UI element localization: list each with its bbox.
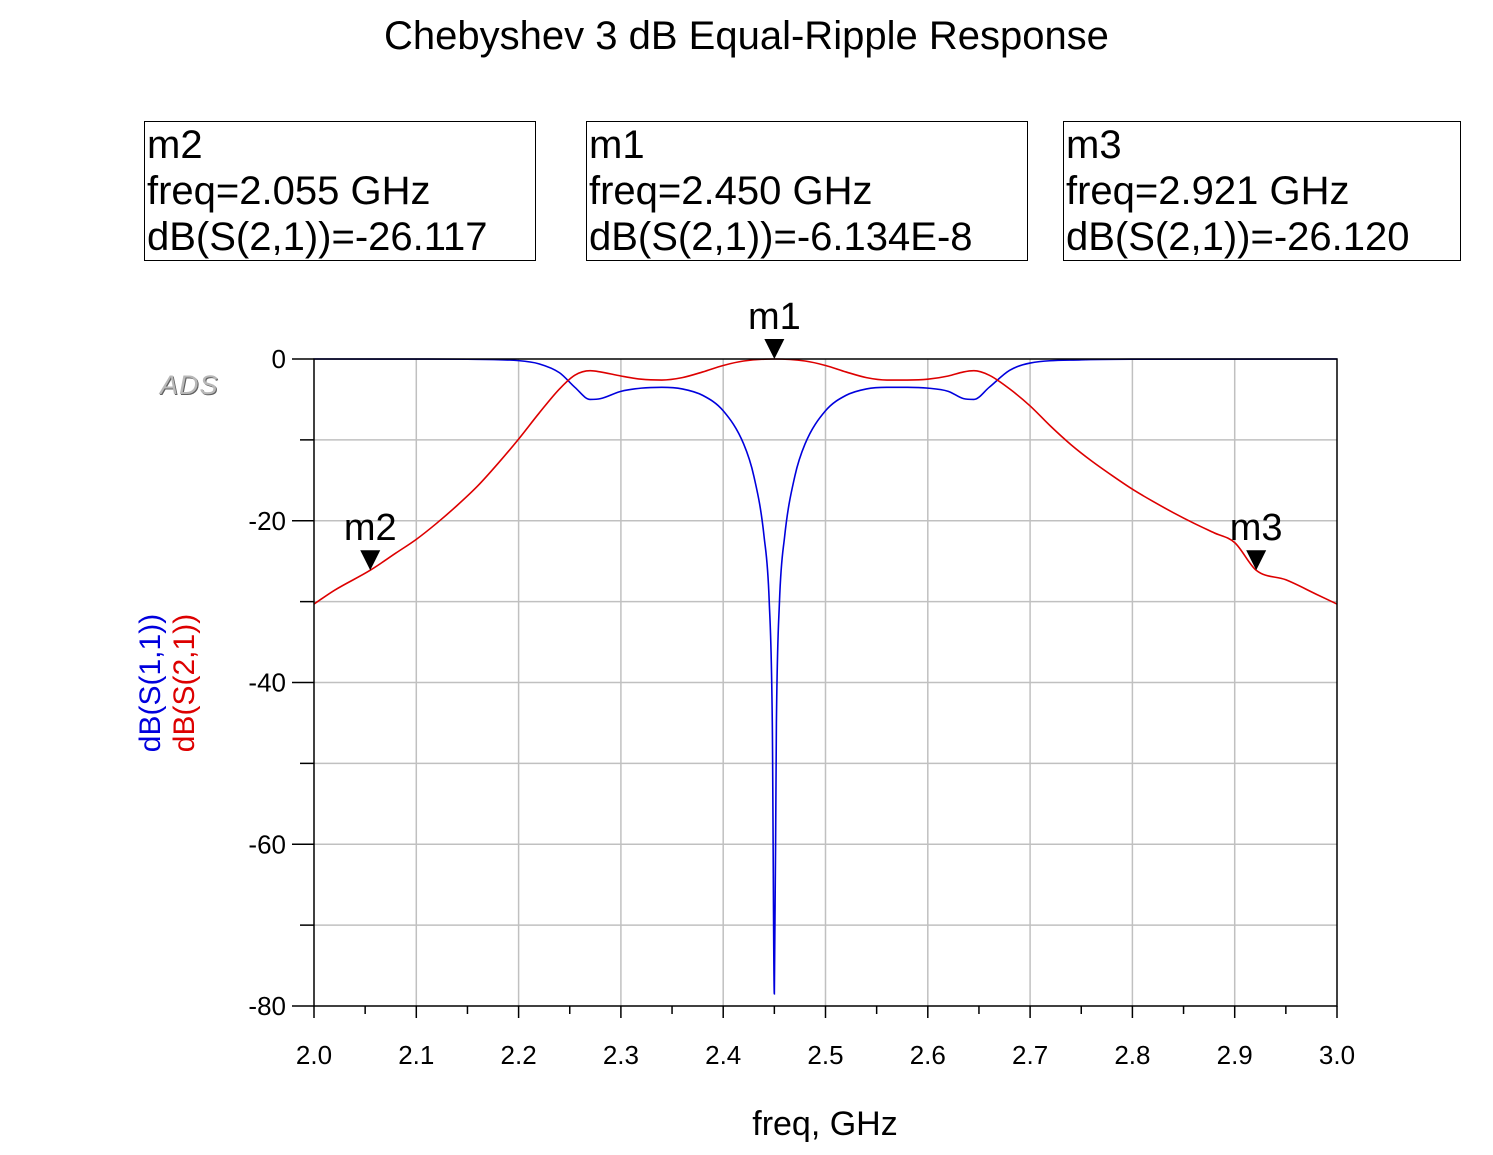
x-tick-label: 2.9 <box>1217 1040 1253 1070</box>
series-line-s11 <box>313 358 1338 995</box>
x-axis-label: freq, GHz <box>752 1105 898 1143</box>
x-tick-label: 2.3 <box>603 1040 639 1070</box>
marker-readout-m3: m3 freq=2.921 GHz dB(S(2,1))=-26.120 <box>1063 121 1461 261</box>
x-tick-label: 2.4 <box>705 1040 741 1070</box>
x-tick-label: 2.5 <box>807 1040 843 1070</box>
x-tick-label: 3.0 <box>1319 1040 1355 1070</box>
x-tick-label: 2.7 <box>1012 1040 1048 1070</box>
y-tick-label: -20 <box>248 506 286 536</box>
marker-label-m2: m2 <box>344 507 397 549</box>
series-line-s21 <box>313 358 1338 605</box>
x-tick-label: 2.6 <box>910 1040 946 1070</box>
y-tick-label: 0 <box>272 344 286 374</box>
marker-triangle-m3 <box>1246 550 1267 571</box>
marker-readout-name: m2 <box>147 123 203 167</box>
marker-readout-name: m3 <box>1066 123 1122 167</box>
markers: m2 m1 m3 <box>344 296 1283 571</box>
x-tick-label: 2.1 <box>398 1040 434 1070</box>
y-tick-label: -40 <box>248 668 286 698</box>
grid <box>314 359 1337 1006</box>
marker-label-m1: m1 <box>748 296 801 338</box>
marker-readout-value: dB(S(2,1))=-26.120 <box>1066 215 1410 259</box>
marker-readout-m1: m1 freq=2.450 GHz dB(S(2,1))=-6.134E-8 <box>586 121 1028 261</box>
axis-ticks: 2.0 2.1 2.2 2.3 2.4 2.5 2.6 2.7 2.8 2.9 3.0 0 -20 -40… <box>248 344 1355 1070</box>
marker-readout-freq: freq=2.921 GHz <box>1066 169 1350 213</box>
y-tick-label: -80 <box>248 991 286 1021</box>
marker-triangle-m2 <box>360 550 381 571</box>
y-tick-label: -60 <box>248 829 286 859</box>
marker-readout-freq: freq=2.450 GHz <box>589 169 873 213</box>
x-tick-label: 2.2 <box>501 1040 537 1070</box>
marker-triangle-m1 <box>764 339 785 359</box>
marker-readout-freq: freq=2.055 GHz <box>147 169 431 213</box>
marker-readout-value: dB(S(2,1))=-6.134E-8 <box>589 215 973 259</box>
marker-label-m3: m3 <box>1230 507 1283 549</box>
marker-readout-name: m1 <box>589 123 645 167</box>
plot-frame <box>313 358 1338 1007</box>
x-tick-label: 2.8 <box>1114 1040 1150 1070</box>
marker-readout-m2: m2 freq=2.055 GHz dB(S(2,1))=-26.117 <box>144 121 536 261</box>
series-lines <box>313 358 1338 995</box>
x-tick-label: 2.0 <box>296 1040 332 1070</box>
marker-readout-value: dB(S(2,1))=-26.117 <box>147 215 488 259</box>
chart-title: Chebyshev 3 dB Equal-Ripple Response <box>384 14 1109 58</box>
ads-watermark: ADS <box>160 370 219 400</box>
